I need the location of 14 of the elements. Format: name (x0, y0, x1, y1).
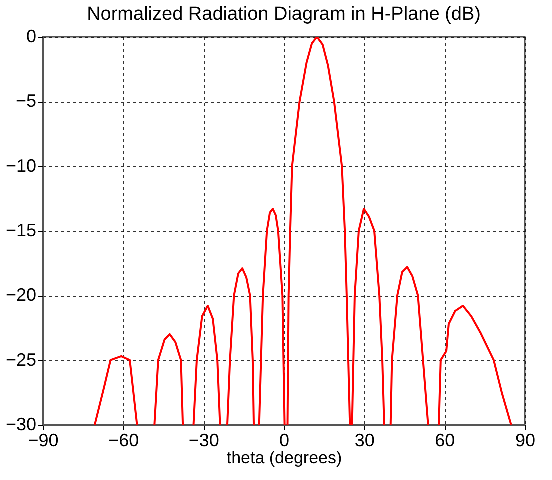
x-axis-title: theta (degrees) (226, 448, 342, 468)
x-tick-label: 60 (435, 430, 456, 450)
x-tick-label: 90 (515, 430, 536, 450)
y-tick-label: −15 (6, 220, 36, 240)
x-tick-label: −30 (188, 430, 220, 450)
y-tick-label: −20 (6, 285, 36, 306)
y-tick-label: −10 (6, 156, 36, 176)
x-tick-label: 0 (279, 430, 290, 450)
y-tick-label: −25 (6, 350, 36, 370)
y-tick-label: −5 (16, 91, 36, 112)
x-tick-label: 30 (354, 430, 375, 450)
chart-title: Normalized Radiation Diagram in H-Plane (dB) (87, 4, 481, 25)
x-tick-label: −60 (108, 430, 140, 450)
y-tick-label: 0 (26, 26, 36, 46)
